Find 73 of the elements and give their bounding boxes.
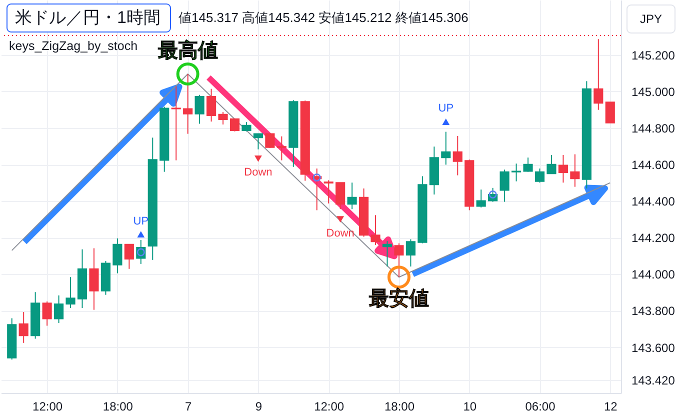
annotation: 値145.317 高値145.342 安値145.212 終値145.306 [178,10,468,25]
candlestick [265,133,275,149]
candlestick [500,169,510,202]
point [137,231,145,238]
candlestick [242,122,252,132]
annotation: 最安値 [368,287,429,310]
candlestick [347,182,357,210]
candlestick [605,102,615,124]
candlestick [230,118,240,132]
candlestick [42,300,52,326]
candlestick [66,276,76,308]
candlestick [441,131,451,166]
data-label: UP [133,215,149,228]
data-label: UP [438,102,454,115]
y-tick-label: 143.800 [632,304,676,318]
annotation: keys_ZigZag_by_stoch [9,39,138,53]
y-tick-label: 144.800 [632,121,676,136]
candlestick [370,214,380,246]
point [176,62,200,86]
point [254,155,262,162]
candlestick [394,242,404,278]
x-tick-label: 18:00 [384,400,415,414]
data-label: Down [244,166,272,179]
text: JPY [640,12,662,26]
candlestick [511,163,522,182]
x-tick-label: 12 [604,400,618,414]
point [387,266,410,289]
candlestick [523,157,533,172]
candlestick [382,240,392,268]
candlestick [570,154,580,188]
candlestick [124,244,134,270]
candlestick [558,154,568,184]
x-tick-label: 7 [184,400,192,414]
candlestick [452,135,462,176]
annotation: 最高値 [156,39,218,62]
candlestick [171,86,181,161]
point [442,118,450,125]
candlestick [546,154,556,174]
y-tick-label: 143.600 [632,340,676,355]
x-tick-label: 10 [463,400,477,414]
candlestick [183,74,193,134]
candlestick [218,112,228,125]
candlestick [206,88,216,122]
y-tick-label: 144.000 [632,268,676,282]
candlestick [324,180,334,204]
y-tick-label: 143.420 [632,374,676,388]
point [336,216,344,223]
chart-title: 米ドル／円・1時間 [15,8,160,27]
candlestick [336,182,346,210]
candlestick [476,189,486,208]
data-label: Down [326,227,354,240]
y-tick-label: 144.200 [632,231,676,246]
candlestick [253,133,264,150]
candlestick [594,38,604,110]
candlestick [54,294,64,324]
candlestick [112,238,122,274]
candlestick [89,248,99,310]
x-tick-label: 9 [255,400,262,414]
candlestick [18,312,28,344]
candlestick [406,238,416,268]
candlestick [276,136,286,161]
y-tick-label: 144.600 [632,158,676,172]
y-tick-label: 145.000 [632,84,676,99]
x-tick-label: 12:00 [314,400,344,414]
point [312,173,321,182]
candlestick [534,168,545,184]
x-tick-label: 06:00 [525,400,556,414]
point [488,190,497,198]
y-tick-label: 145.200 [632,48,676,62]
x-tick-label: 12:00 [32,400,63,414]
candlestick [194,94,204,124]
y-tick-label: 144.400 [632,194,676,209]
x-tick-label: 18:00 [102,400,134,414]
